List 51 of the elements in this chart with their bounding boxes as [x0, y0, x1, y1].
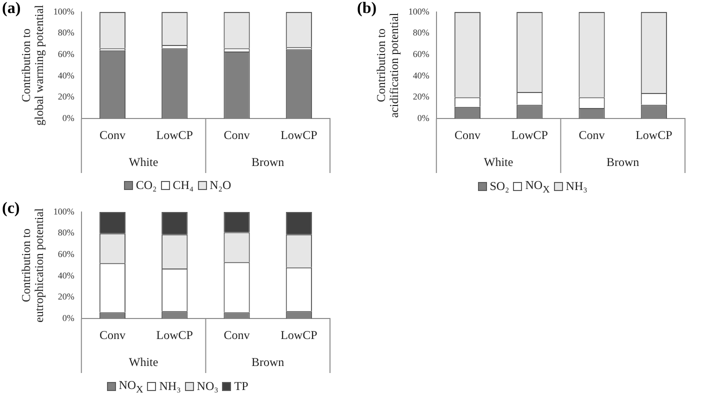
x-tick-label: LowCP	[511, 128, 548, 142]
x-tick-label: Conv	[224, 128, 250, 142]
y-tick-label: 20%	[412, 92, 430, 102]
chart-title: (b)	[357, 0, 377, 18]
y-axis-title: Contribution to global warming potential	[18, 4, 46, 126]
y-tick-label: 0%	[62, 312, 75, 323]
legend-label: NH₃	[159, 379, 181, 394]
text: White	[484, 155, 514, 170]
y-tick-label: 100%	[53, 206, 75, 216]
y-tick-label: 100%	[53, 6, 75, 16]
text: Brown	[252, 155, 284, 170]
y-tick-label: 0%	[417, 112, 430, 123]
legend-label: CO₂	[136, 178, 157, 193]
y-tick-label: 80%	[412, 28, 430, 38]
y-tick-label: 40%	[412, 70, 430, 80]
y-tick-label: 80%	[58, 228, 75, 238]
y-axis-title: Contribution to eutrophication potential	[18, 207, 46, 322]
y-tick-label: 80%	[58, 28, 75, 38]
y-tick-label: 40%	[58, 270, 75, 280]
chart-title: (a)	[2, 0, 21, 18]
text: Brown	[252, 355, 284, 370]
legend-label: NO$_{X}$	[118, 378, 144, 396]
y-tick-label: 60%	[58, 49, 75, 59]
x-tick-label: Conv	[99, 128, 126, 142]
legend-label: N₂O	[210, 178, 232, 193]
x-tick-label: LowCP	[156, 328, 194, 342]
y-tick-label: 20%	[58, 292, 75, 302]
x-tick-label: Conv	[454, 128, 480, 142]
y-tick-label: 0%	[62, 112, 75, 123]
x-tick-label: LowCP	[156, 128, 194, 142]
legend-label: NO$_{X}$	[525, 178, 550, 196]
x-tick-label: LowCP	[636, 128, 673, 142]
text: Brown	[606, 155, 640, 170]
y-tick-label: 60%	[58, 249, 75, 259]
x-tick-label: Conv	[99, 328, 126, 342]
text: White	[128, 355, 158, 370]
legend-label: NH₃	[566, 179, 588, 194]
y-tick-label: 20%	[58, 92, 75, 102]
y-tick-label: 60%	[412, 49, 430, 59]
legend-label: NO₃	[196, 379, 218, 394]
text: White	[128, 155, 158, 170]
y-tick-label: 40%	[58, 70, 75, 80]
x-tick-label: LowCP	[280, 328, 318, 342]
legend-label: CH₄	[172, 178, 194, 193]
x-tick-label: Conv	[224, 328, 250, 342]
chart-title: (c)	[2, 200, 20, 218]
legend-label: SO₂	[490, 179, 510, 194]
legend-label: TP	[234, 379, 248, 394]
x-tick-label: Conv	[578, 128, 605, 142]
x-tick-label: LowCP	[280, 128, 318, 142]
y-tick-label: 100%	[408, 6, 430, 16]
